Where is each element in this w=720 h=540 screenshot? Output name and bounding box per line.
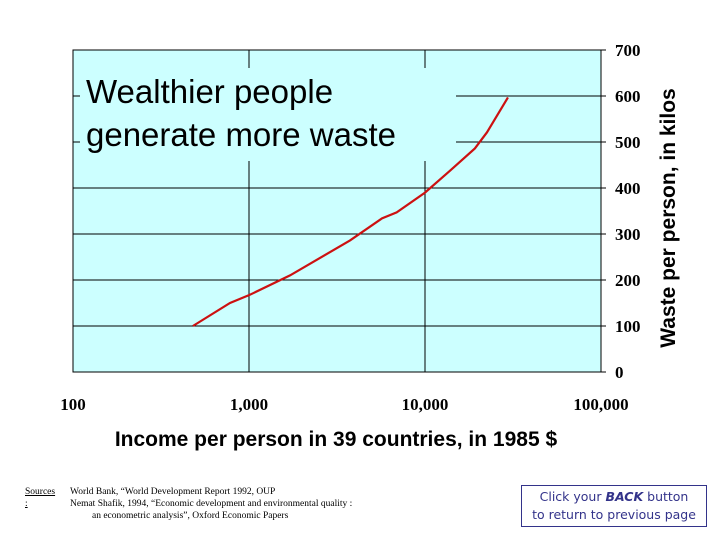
back-emphasis: BACK: [605, 489, 644, 504]
title-backdrop: [80, 68, 456, 161]
x-tick-label: 1,000: [230, 395, 268, 414]
y-tick-label: 700: [615, 41, 641, 60]
y-tick-label: 0: [615, 363, 624, 382]
source-line: an econometric analysis”, Oxford Economi…: [92, 511, 289, 521]
source-line: World Bank, “World Development Report 19…: [70, 487, 276, 497]
y-tick-label: 400: [615, 179, 641, 198]
chart-title-line-2: generate more waste: [86, 116, 396, 153]
y-tick-label: 600: [615, 87, 641, 106]
back-instruction-box: Click your BACK button to return to prev…: [521, 485, 707, 527]
x-tick-label: 100,000: [573, 395, 628, 414]
sources-label: Sources :: [25, 487, 56, 509]
y-tick-label: 300: [615, 225, 641, 244]
y-tick-label: 500: [615, 133, 641, 152]
chart-title-line-1: Wealthier people: [86, 73, 333, 110]
x-axis-label: Income per person in 39 countries, in 19…: [115, 428, 558, 451]
back-line2: to return to previous page: [532, 507, 696, 522]
y-axis-label: Waste per person, in kilos: [657, 88, 680, 347]
x-tick-label: 10,000: [402, 395, 449, 414]
y-tick-label: 100: [615, 317, 641, 336]
series-line: [192, 96, 509, 327]
back-suffix: button: [643, 489, 689, 504]
back-prefix: Click your: [539, 489, 606, 504]
plot-border: [72, 49, 602, 373]
x-tick-label: 100: [60, 395, 86, 414]
source-line: Nemat Shafik, 1994, “Economic developmen…: [70, 499, 353, 509]
y-tick-label: 200: [615, 271, 641, 290]
